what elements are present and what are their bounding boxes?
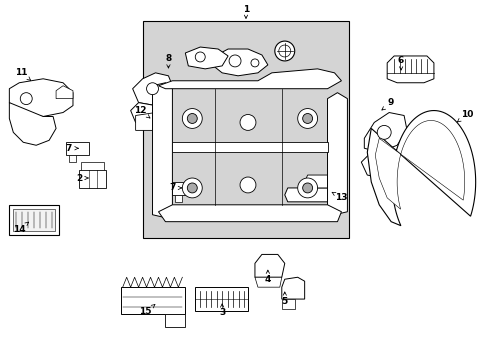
- Polygon shape: [9, 205, 59, 235]
- Circle shape: [297, 178, 317, 198]
- Text: 9: 9: [381, 98, 393, 110]
- Polygon shape: [364, 113, 406, 152]
- Circle shape: [146, 83, 158, 95]
- Circle shape: [302, 183, 312, 193]
- Text: 14: 14: [13, 222, 29, 234]
- Polygon shape: [281, 299, 294, 309]
- Polygon shape: [81, 162, 103, 170]
- Polygon shape: [366, 111, 475, 226]
- Text: 8: 8: [165, 54, 171, 68]
- Polygon shape: [212, 49, 267, 76]
- Circle shape: [376, 125, 390, 139]
- Polygon shape: [9, 79, 73, 117]
- Text: 10: 10: [456, 110, 472, 122]
- Circle shape: [182, 178, 202, 198]
- Polygon shape: [69, 155, 76, 162]
- Text: 2: 2: [76, 174, 88, 183]
- Polygon shape: [158, 205, 341, 222]
- Polygon shape: [327, 93, 346, 215]
- Circle shape: [182, 109, 202, 129]
- Polygon shape: [142, 21, 349, 238]
- Polygon shape: [185, 47, 227, 69]
- Circle shape: [274, 41, 294, 61]
- Circle shape: [187, 183, 197, 193]
- Circle shape: [250, 59, 258, 67]
- Polygon shape: [195, 287, 247, 311]
- Text: 1: 1: [243, 5, 248, 18]
- Polygon shape: [13, 209, 55, 231]
- Text: 4: 4: [264, 270, 270, 284]
- Text: 13: 13: [331, 192, 347, 202]
- Polygon shape: [135, 113, 165, 130]
- Circle shape: [228, 55, 241, 67]
- Circle shape: [187, 113, 197, 123]
- Polygon shape: [79, 170, 105, 188]
- Polygon shape: [152, 83, 172, 218]
- Circle shape: [240, 177, 255, 193]
- Circle shape: [278, 45, 290, 57]
- Polygon shape: [66, 142, 89, 155]
- Text: 11: 11: [15, 68, 31, 80]
- Polygon shape: [175, 195, 182, 202]
- Polygon shape: [172, 182, 195, 195]
- Polygon shape: [254, 277, 281, 287]
- Circle shape: [302, 113, 312, 123]
- Text: 15: 15: [139, 305, 155, 316]
- Polygon shape: [254, 255, 284, 277]
- Text: 6: 6: [397, 57, 404, 70]
- Polygon shape: [284, 188, 341, 202]
- Polygon shape: [172, 142, 327, 152]
- Circle shape: [240, 114, 255, 130]
- Text: 7: 7: [169, 184, 181, 193]
- Text: 7: 7: [66, 144, 78, 153]
- Polygon shape: [165, 314, 185, 327]
- Circle shape: [297, 109, 317, 129]
- Text: 3: 3: [219, 304, 225, 318]
- Polygon shape: [158, 69, 341, 89]
- Polygon shape: [304, 175, 341, 188]
- Polygon shape: [132, 73, 172, 105]
- Polygon shape: [361, 152, 390, 178]
- Circle shape: [195, 52, 205, 62]
- Text: 12: 12: [134, 106, 150, 118]
- Polygon shape: [130, 103, 158, 125]
- Polygon shape: [121, 287, 185, 314]
- Polygon shape: [9, 103, 56, 145]
- Circle shape: [20, 93, 32, 105]
- Polygon shape: [386, 56, 433, 83]
- Polygon shape: [374, 121, 464, 209]
- Polygon shape: [56, 86, 73, 99]
- Polygon shape: [281, 277, 304, 299]
- Text: 5: 5: [281, 292, 287, 306]
